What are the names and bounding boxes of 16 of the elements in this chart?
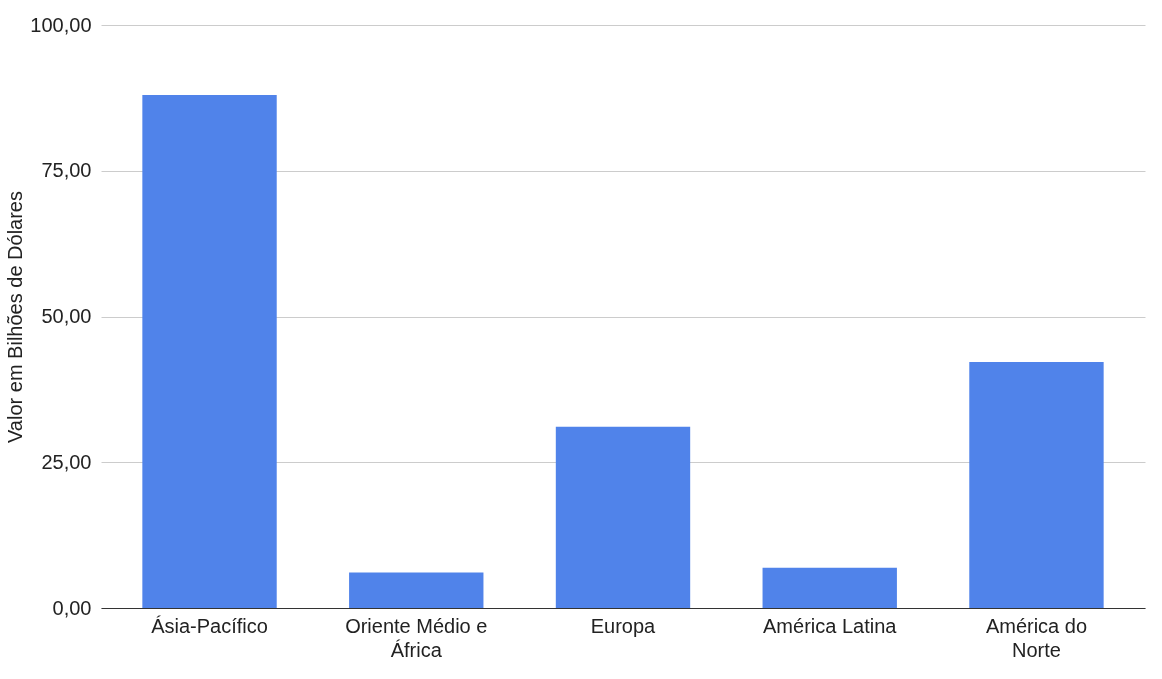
- y-axis-title: Valor em Bilhões de Dólares: [4, 191, 27, 443]
- y-tick-label: 0,00: [52, 596, 92, 619]
- x-tick-label: Europa: [590, 614, 657, 637]
- bar: [142, 94, 277, 608]
- y-tick-label: 100,00: [30, 13, 92, 36]
- y-tick-label: 75,00: [41, 159, 92, 182]
- x-tick-label: América do Norte: [985, 614, 1088, 661]
- x-tick-label: Ásia-Pacífico: [151, 614, 268, 637]
- bar: [349, 572, 484, 608]
- x-tick-label: América Latina: [763, 614, 898, 637]
- bar: [762, 567, 897, 608]
- x-tick-label: Oriente Médio e África: [345, 614, 488, 661]
- bar: [555, 426, 691, 608]
- y-tick-label: 50,00: [41, 305, 92, 327]
- y-tick-label: 25,00: [41, 450, 92, 473]
- bar: [969, 361, 1104, 608]
